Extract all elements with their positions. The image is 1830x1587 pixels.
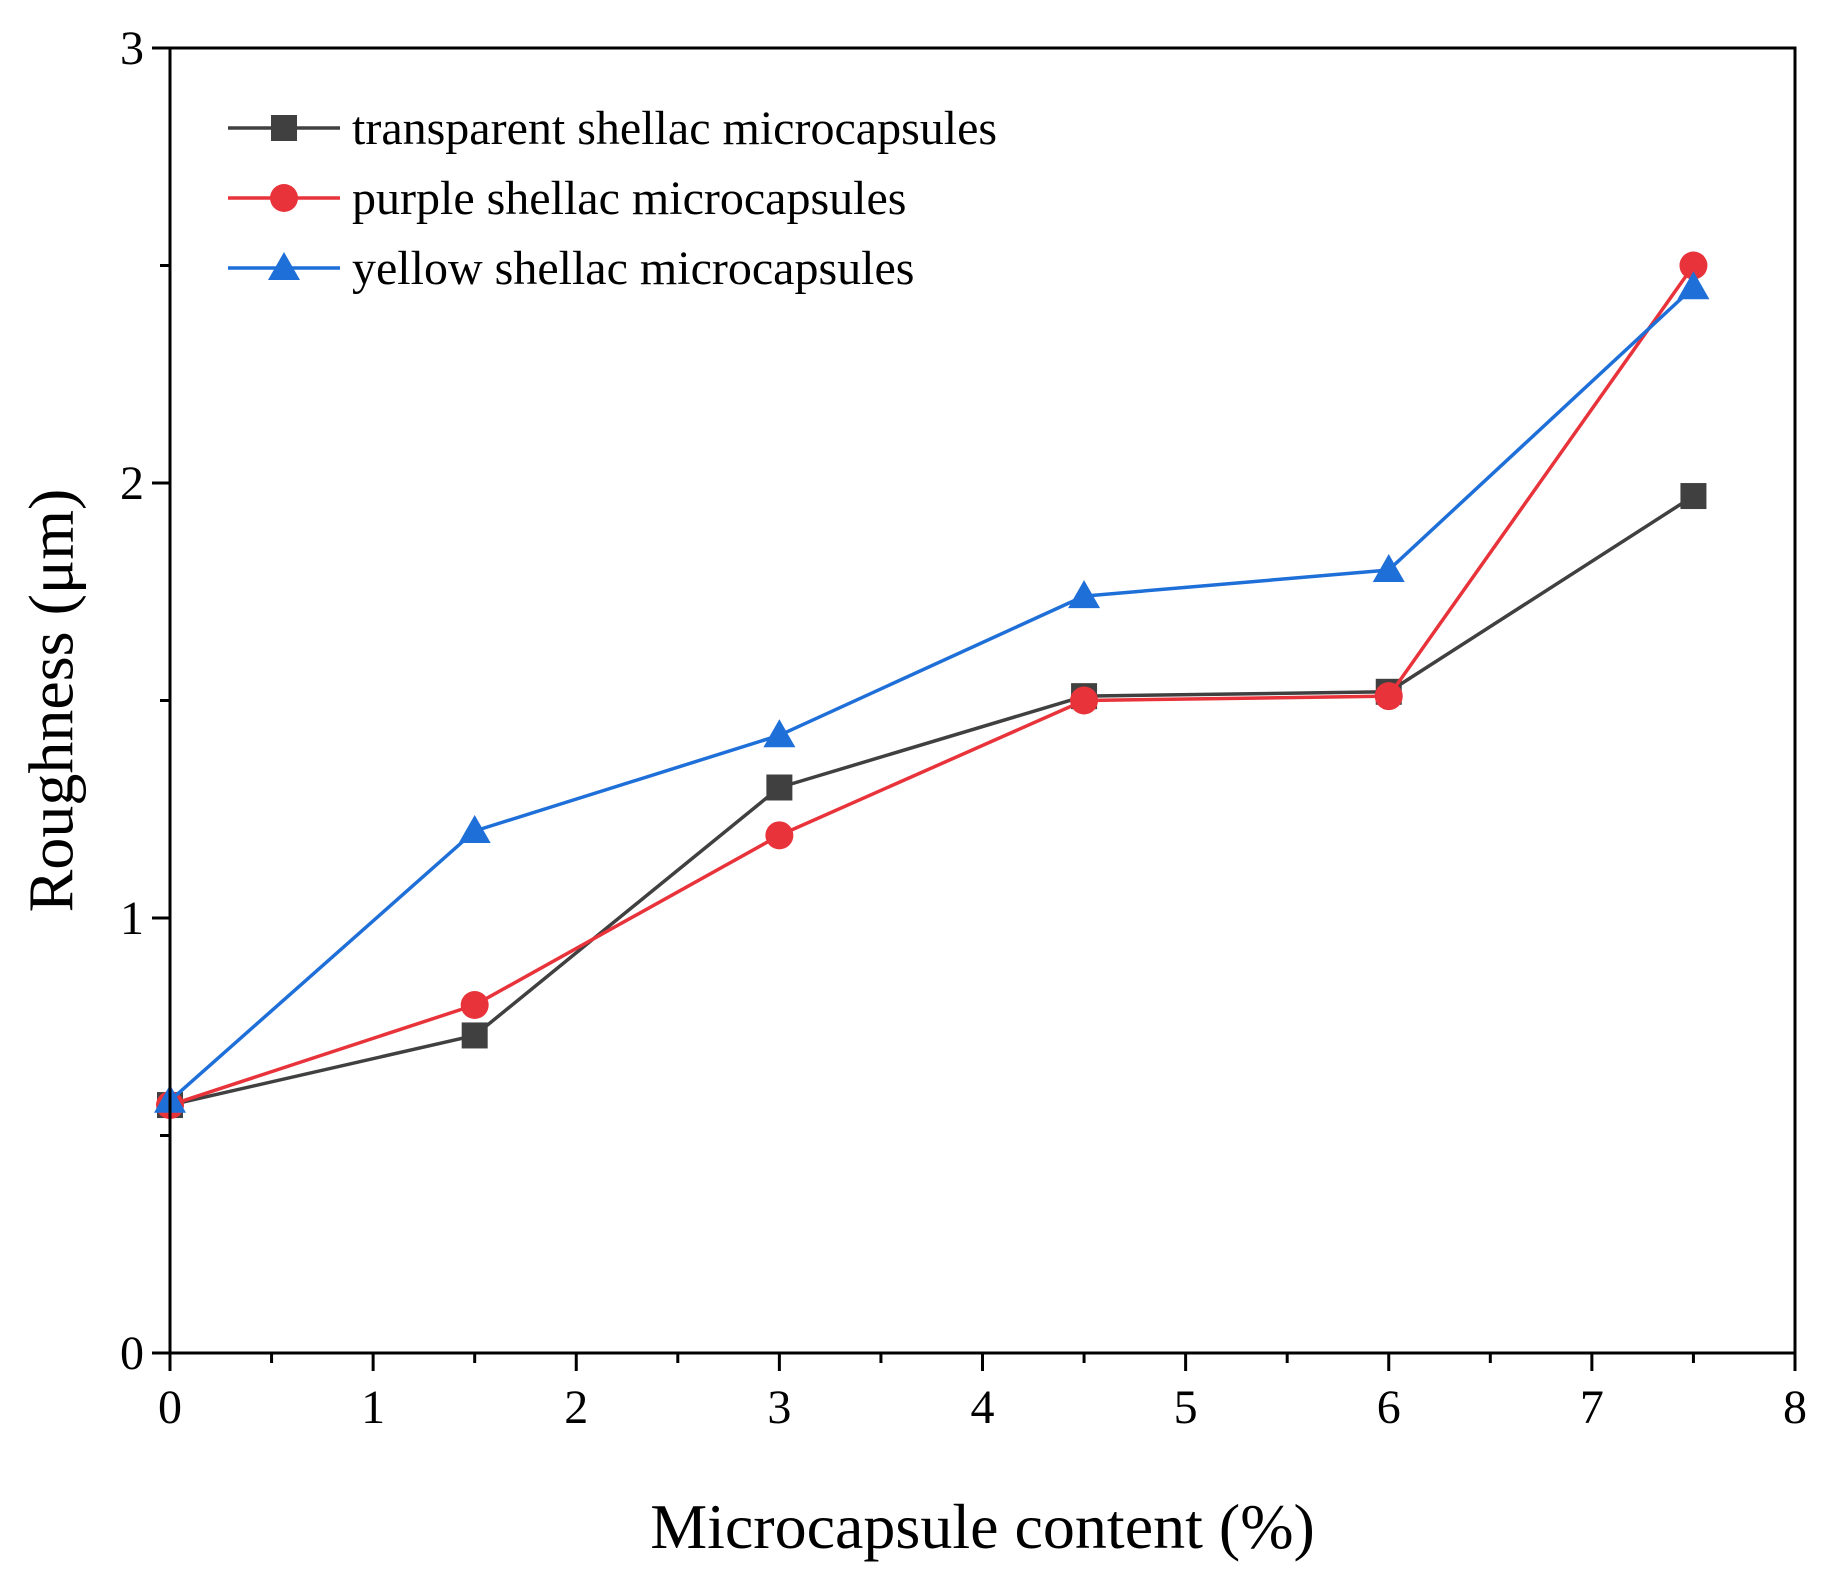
legend-label: transparent shellac microcapsules [352, 102, 997, 155]
ticks-layer: 0 1 2 3 4 5 6 7 8 0 1 2 3 [120, 22, 1807, 1434]
data-point-triangle [1068, 580, 1101, 609]
data-point-circle [1679, 251, 1708, 280]
y-axis-title: Roughness (μm) [16, 489, 87, 913]
data-point-circle [1070, 686, 1099, 715]
legend-marker-circle [270, 184, 298, 212]
x-tick-label: 5 [1174, 1381, 1198, 1434]
data-point-square [461, 1022, 488, 1049]
data-point-circle [765, 821, 794, 850]
x-tick-label: 0 [158, 1381, 182, 1434]
legend: transparent shellac microcapsules purple … [228, 102, 997, 295]
data-point-triangle [458, 815, 491, 843]
y-tick-label: 2 [120, 457, 144, 510]
x-tick-label: 7 [1580, 1381, 1604, 1434]
x-tick-label: 3 [767, 1381, 791, 1434]
x-tick-label: 6 [1377, 1381, 1401, 1434]
legend-marker-triangle [268, 252, 300, 280]
y-tick-label: 0 [120, 1327, 144, 1380]
x-tick-label: 8 [1783, 1381, 1807, 1434]
series-line-circle [169, 264, 1695, 1107]
x-tick-label: 1 [361, 1381, 385, 1434]
data-point-triangle [1677, 271, 1710, 300]
x-axis-title: Microcapsule content (%) [650, 1491, 1315, 1562]
series-layer [154, 251, 1710, 1120]
legend-label: purple shellac microcapsules [352, 172, 906, 225]
y-tick-label: 3 [120, 22, 144, 75]
data-point-circle [460, 991, 489, 1019]
legend-marker-square [271, 115, 297, 141]
x-tick-label: 4 [971, 1381, 995, 1434]
series-line-square [169, 494, 1695, 1107]
y-tick-label: 1 [120, 892, 144, 945]
series-line-triangle [168, 285, 1695, 1103]
series-triangle-group [154, 271, 1710, 1113]
data-point-square [766, 774, 793, 801]
x-tick-label: 2 [564, 1381, 588, 1434]
data-point-triangle [1372, 554, 1405, 582]
data-point-square [1680, 483, 1707, 510]
data-point-circle [1374, 682, 1403, 711]
data-point-triangle [763, 719, 796, 748]
legend-label: yellow shellac microcapsules [352, 242, 914, 295]
